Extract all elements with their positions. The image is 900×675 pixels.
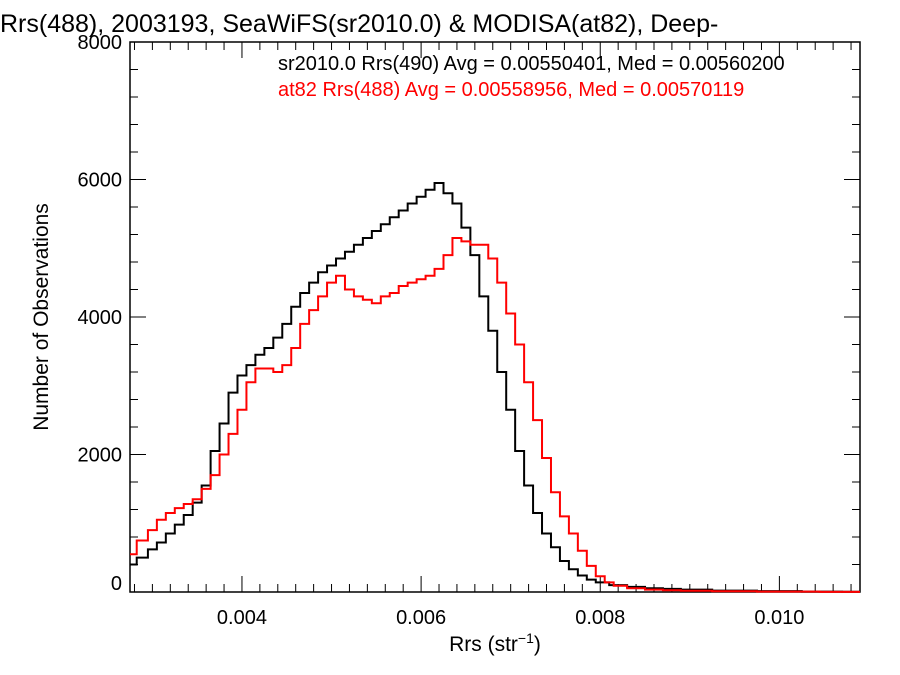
y-tick-label: 0: [111, 573, 122, 595]
x-axis-label-end: ): [534, 633, 541, 656]
y-tick-label: 8000: [78, 32, 123, 54]
legend: sr2010.0 Rrs(490) Avg = 0.00550401, Med …: [278, 53, 785, 101]
legend-entry-2: at82 Rrs(488) Avg = 0.00558956, Med = 0.…: [278, 79, 744, 101]
y-tick-label: 6000: [78, 170, 123, 192]
plot-frame: [129, 41, 861, 593]
x-tick-label: 0.006: [396, 607, 446, 629]
x-tick-label: 0.004: [217, 607, 267, 629]
y-tick-label: 2000: [78, 445, 123, 467]
x-axis-label: Rrs (str−1): [449, 630, 541, 656]
series-layer: [130, 181, 860, 593]
x-axis-label-text: Rrs (str: [449, 633, 518, 656]
series-line-1: [130, 181, 860, 593]
y-axis-label: Number of Observations: [30, 203, 53, 431]
series-line-2: [130, 236, 860, 593]
legend-entry-1: sr2010.0 Rrs(490) Avg = 0.00550401, Med …: [278, 53, 785, 75]
chart-title: Rrs(488), 2003193, SeaWiFS(sr2010.0) & M…: [0, 10, 718, 38]
y-tick-label: 4000: [78, 307, 123, 329]
x-tick-label: 0.010: [754, 607, 804, 629]
x-axis-label-superscript: −1: [518, 630, 534, 646]
x-tick-label: 0.008: [575, 607, 625, 629]
y-axis: 0 2000 4000 6000 8000: [78, 32, 860, 595]
x-axis: 0.004 0.006 0.008 0.010: [133, 42, 852, 629]
